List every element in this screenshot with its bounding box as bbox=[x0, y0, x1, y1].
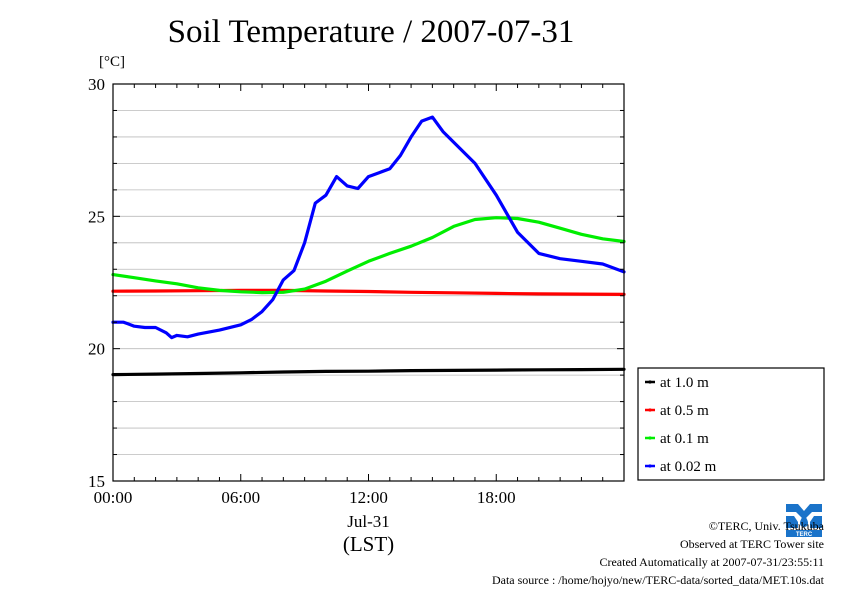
footer-created: Created Automatically at 2007-07-31/23:5… bbox=[599, 555, 824, 569]
legend-box bbox=[637, 367, 825, 481]
x-tick-label: 06:00 bbox=[221, 488, 260, 507]
footer-observed: Observed at TERC Tower site bbox=[679, 537, 824, 551]
grid-lines bbox=[113, 110, 624, 455]
legend-label: at 0.1 m bbox=[660, 431, 709, 447]
y-tick-label: 25 bbox=[88, 207, 105, 226]
footer-copyright: ©TERC, Univ. Tsukuba bbox=[708, 519, 824, 533]
tick-labels: 15 20 25 30 00:00 06:00 12:00 18:00 Jul-31(LST) bbox=[88, 75, 516, 556]
series-line-3 bbox=[111, 115, 626, 340]
series-line-0 bbox=[111, 367, 626, 377]
y-tick-label: 30 bbox=[88, 75, 105, 94]
x-date-label: Jul-31 bbox=[347, 512, 390, 531]
series-line-1 bbox=[111, 288, 626, 296]
y-axis-unit-label: [°C] bbox=[99, 54, 125, 70]
chart-title: Soil Temperature / 2007-07-31 bbox=[167, 14, 575, 50]
x-tick-label: 00:00 bbox=[94, 488, 133, 507]
x-tick-label: 12:00 bbox=[349, 488, 388, 507]
legend-marker bbox=[648, 408, 652, 412]
legend-label: at 0.5 m bbox=[660, 403, 709, 419]
legend-label: at 1.0 m bbox=[660, 375, 709, 391]
series-lines bbox=[111, 115, 626, 377]
x-tick-label: 18:00 bbox=[477, 488, 516, 507]
logo-text: TERC bbox=[796, 532, 813, 538]
y-tick-label: 20 bbox=[88, 340, 105, 359]
legend-marker bbox=[648, 380, 652, 384]
legend-marker bbox=[648, 436, 652, 440]
y-tick-label: 15 bbox=[88, 472, 105, 491]
x-timezone-label: (LST) bbox=[343, 532, 394, 556]
legend-label: at 0.02 m bbox=[660, 459, 717, 475]
plot-frame bbox=[112, 83, 625, 482]
legend: at 1.0 m at 0.5 m at 0.1 m at 0.02 m bbox=[637, 367, 825, 481]
series-line-2 bbox=[111, 216, 626, 295]
axis-ticks bbox=[112, 83, 625, 482]
legend-marker bbox=[648, 464, 652, 468]
terc-logo-icon: TERC bbox=[784, 502, 824, 538]
footer-source: Data source : /home/hojyo/new/TERC-data/… bbox=[491, 573, 824, 587]
